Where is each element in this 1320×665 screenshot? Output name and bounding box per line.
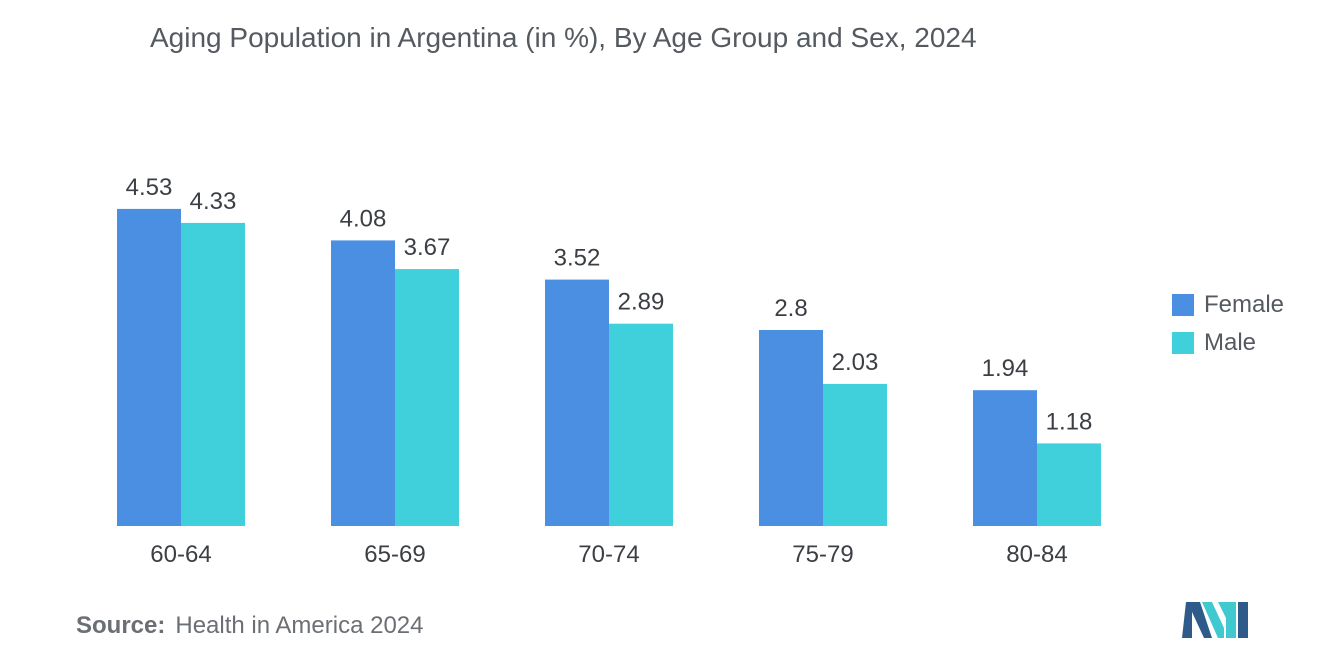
mordor-logo-icon bbox=[1182, 602, 1248, 638]
bar-female-70-74 bbox=[545, 279, 609, 526]
x-tick-label: 70-74 bbox=[578, 541, 639, 568]
bar-labels-group: 4.53 4.33 4.08 3.67 3.52 2.89 2.8 2.03 1.94 1.18 bbox=[126, 174, 1093, 436]
bar-value-label: 2.03 bbox=[832, 349, 879, 376]
bar-male-70-74 bbox=[609, 323, 673, 526]
bar-female-75-79 bbox=[759, 330, 823, 526]
x-axis-ticks-group: 60-64 65-69 70-74 75-79 80-84 bbox=[150, 541, 1067, 568]
bar-value-label: 1.94 bbox=[982, 355, 1029, 382]
source-text: Health in America 2024 bbox=[175, 612, 424, 639]
bar-male-65-69 bbox=[395, 269, 459, 526]
bar-value-label: 4.08 bbox=[340, 205, 387, 232]
bar-chart: 4.534.334.083.67 3.522.89 2.82.03 1.941.18 … bbox=[117, 174, 1101, 568]
bar-male-80-84 bbox=[1037, 443, 1101, 526]
x-tick-label: 80-84 bbox=[1006, 541, 1067, 568]
bar-value-label: 3.52 bbox=[554, 245, 601, 272]
bar-female-80-84 bbox=[973, 390, 1037, 526]
bars-group bbox=[117, 208, 1101, 526]
bar-female-65-69 bbox=[331, 240, 395, 526]
bar-male-75-79 bbox=[823, 383, 887, 526]
legend-swatch-male bbox=[1172, 332, 1194, 354]
x-tick-label: 65-69 bbox=[364, 541, 425, 568]
bar-value-label: 4.33 bbox=[190, 188, 237, 215]
legend-item-male: Male bbox=[1172, 324, 1284, 362]
legend-item-female: Female bbox=[1172, 286, 1284, 324]
chart-title: Aging Population in Argentina (in %), By… bbox=[150, 22, 977, 53]
bar-value-label: 1.18 bbox=[1046, 408, 1093, 435]
x-tick-label: 60-64 bbox=[150, 541, 211, 568]
bar-value-label: 4.53 bbox=[126, 174, 173, 201]
bar-value-label: 2.8 bbox=[774, 295, 807, 322]
legend-swatch-female bbox=[1172, 294, 1194, 316]
bar-value-label: 2.89 bbox=[618, 289, 665, 316]
x-tick-label: 75-79 bbox=[792, 541, 853, 568]
bar-value-label: 3.67 bbox=[404, 234, 451, 261]
legend-label-female: Female bbox=[1204, 291, 1285, 318]
source-label: Source: bbox=[76, 612, 166, 639]
bar-female-60-64 bbox=[117, 208, 181, 526]
bar-male-60-64 bbox=[181, 222, 245, 526]
legend-label-male: Male bbox=[1204, 329, 1257, 356]
legend: Female Male bbox=[1172, 286, 1284, 362]
source-note: Source: Health in America 2024 bbox=[76, 612, 424, 640]
